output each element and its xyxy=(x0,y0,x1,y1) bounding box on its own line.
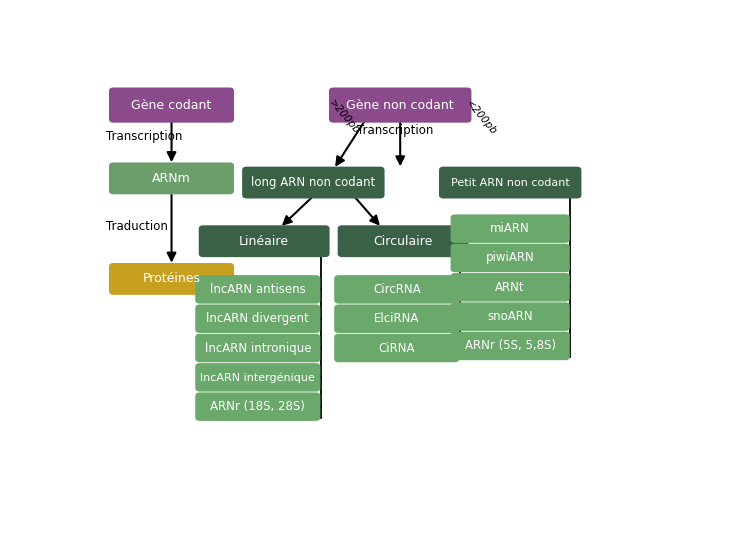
FancyBboxPatch shape xyxy=(334,305,459,333)
FancyBboxPatch shape xyxy=(329,88,471,122)
Text: CircRNA: CircRNA xyxy=(373,283,421,296)
FancyBboxPatch shape xyxy=(109,163,234,194)
Text: Traduction: Traduction xyxy=(106,220,168,233)
Text: ARNt: ARNt xyxy=(495,281,525,294)
Text: Protéines: Protéines xyxy=(143,273,200,286)
FancyBboxPatch shape xyxy=(195,392,320,421)
FancyBboxPatch shape xyxy=(195,363,320,392)
FancyBboxPatch shape xyxy=(199,225,329,257)
FancyBboxPatch shape xyxy=(334,334,459,362)
Text: ElciRNA: ElciRNA xyxy=(374,312,419,325)
FancyBboxPatch shape xyxy=(450,273,570,301)
Text: miARN: miARN xyxy=(490,222,530,235)
Text: CiRNA: CiRNA xyxy=(379,342,415,355)
Text: Gène non codant: Gène non codant xyxy=(347,98,454,112)
Text: ARNr (5S, 5,8S): ARNr (5S, 5,8S) xyxy=(465,339,556,353)
FancyBboxPatch shape xyxy=(450,214,570,243)
Text: Linéaire: Linéaire xyxy=(239,234,289,248)
FancyBboxPatch shape xyxy=(195,334,320,362)
Text: ARNr (18S, 28S): ARNr (18S, 28S) xyxy=(211,400,306,413)
FancyBboxPatch shape xyxy=(109,263,234,295)
Text: ARNm: ARNm xyxy=(152,172,191,185)
FancyBboxPatch shape xyxy=(195,275,320,304)
Text: lncARN intergénique: lncARN intergénique xyxy=(200,372,315,382)
FancyBboxPatch shape xyxy=(109,88,234,122)
Text: lncARN divergent: lncARN divergent xyxy=(206,312,309,325)
FancyBboxPatch shape xyxy=(450,302,570,331)
FancyBboxPatch shape xyxy=(334,275,459,304)
FancyBboxPatch shape xyxy=(242,166,385,199)
Text: long ARN non codant: long ARN non codant xyxy=(251,176,376,189)
Text: Transcription: Transcription xyxy=(106,130,182,143)
Text: snoARN: snoARN xyxy=(487,310,533,323)
Text: lncARN antisens: lncARN antisens xyxy=(210,283,306,296)
FancyBboxPatch shape xyxy=(450,332,570,360)
FancyBboxPatch shape xyxy=(450,244,570,272)
Text: lncARN intronique: lncARN intronique xyxy=(205,342,311,355)
Text: piwiARN: piwiARN xyxy=(486,251,535,264)
Text: Circulaire: Circulaire xyxy=(374,234,433,248)
Text: Gène codant: Gène codant xyxy=(131,98,211,112)
FancyBboxPatch shape xyxy=(338,225,468,257)
FancyBboxPatch shape xyxy=(195,305,320,333)
Text: Transcription: Transcription xyxy=(357,123,433,137)
Text: Petit ARN non codant: Petit ARN non codant xyxy=(451,177,569,188)
Text: <200pb: <200pb xyxy=(464,98,498,137)
Text: >200pb: >200pb xyxy=(326,97,362,135)
FancyBboxPatch shape xyxy=(439,166,581,199)
